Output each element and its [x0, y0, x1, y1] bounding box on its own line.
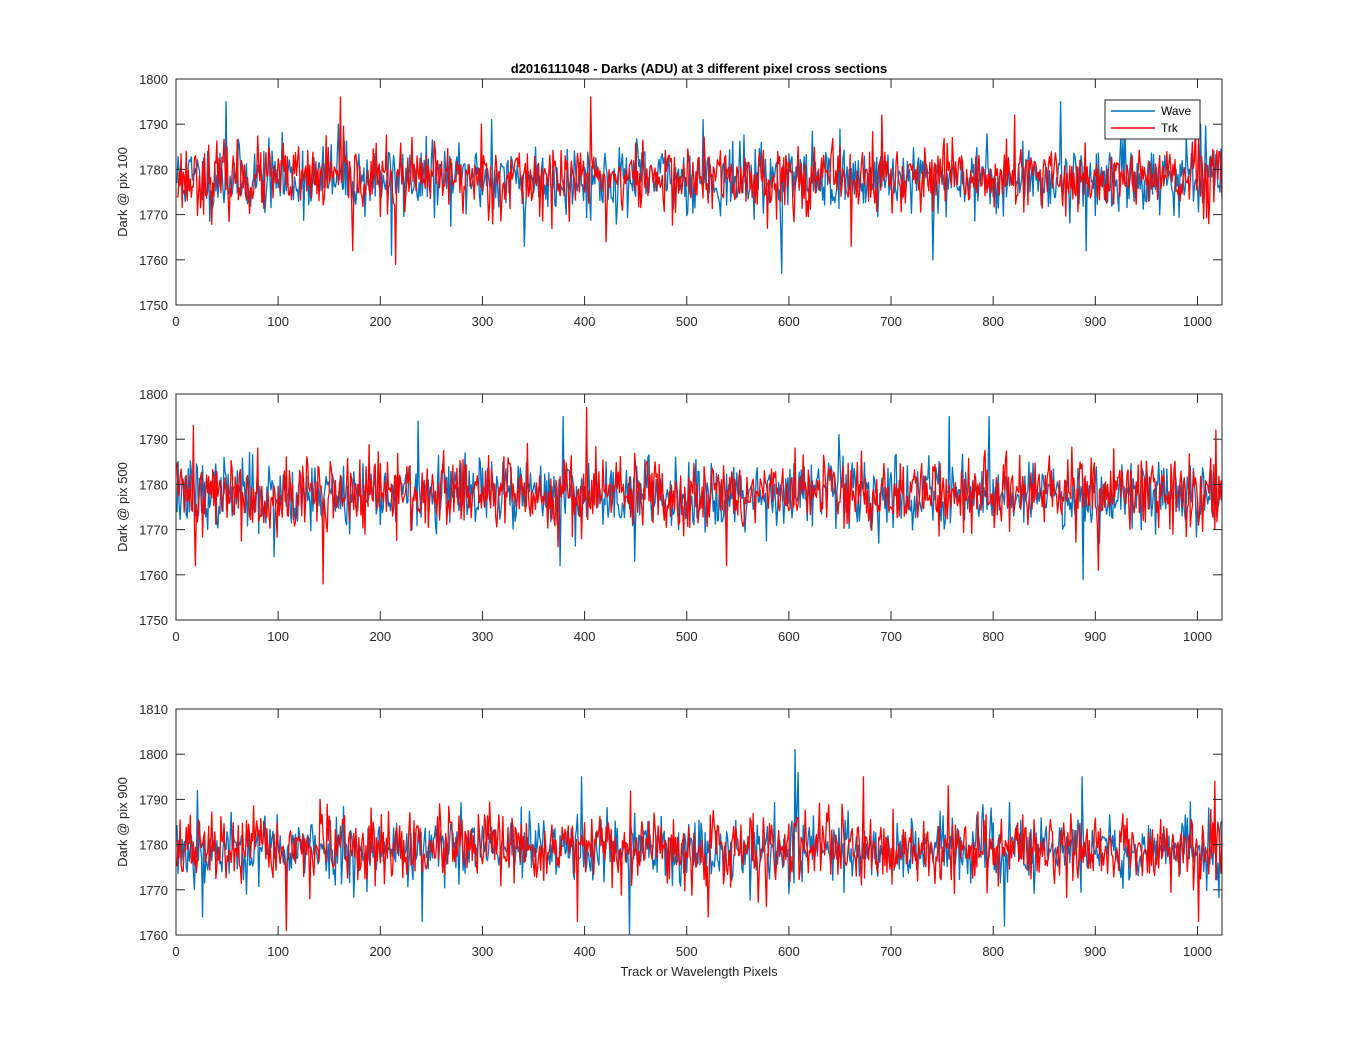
- series-line-wave: [176, 415, 1222, 580]
- y-tick-label: 1800: [139, 72, 168, 87]
- x-tick-label: 800: [982, 944, 1004, 959]
- axes-box: [175, 708, 1223, 936]
- x-tick-label: 500: [676, 944, 698, 959]
- legend: Wave Trk: [1104, 99, 1201, 140]
- x-tick-label: 100: [267, 629, 289, 644]
- x-tick-label: 500: [676, 314, 698, 329]
- x-tick-label: 300: [472, 629, 494, 644]
- y-tick-label: 1750: [139, 613, 168, 628]
- x-tick-label: 0: [172, 314, 179, 329]
- y-tick-label: 1760: [139, 253, 168, 268]
- x-tick-label: 100: [267, 944, 289, 959]
- y-tick-label: 1750: [139, 298, 168, 313]
- x-tick-label: 600: [778, 314, 800, 329]
- y-tick-label: 1810: [139, 702, 168, 717]
- x-tick-label: 700: [880, 629, 902, 644]
- x-axis-label: Track or Wavelength Pixels: [620, 964, 778, 979]
- x-tick-label: 400: [574, 944, 596, 959]
- x-tick-label: 200: [369, 629, 391, 644]
- chart-panel-pix-500: Dark @ pix 500 0 100 200 300 400 500 600 700 800…: [115, 387, 1223, 644]
- plot-area: [176, 96, 1222, 275]
- y-axis-label-pix-500: Dark @ pix 500: [115, 462, 130, 552]
- y-tick-label: 1780: [139, 162, 168, 177]
- y-axis-label-pix-100: Dark @ pix 100: [115, 147, 130, 237]
- x-tick-label: 400: [574, 314, 596, 329]
- x-tick-label: 300: [472, 314, 494, 329]
- y-tick-label: 1790: [139, 117, 168, 132]
- x-tick-label: 400: [574, 629, 596, 644]
- y-tick-label: 1800: [139, 387, 168, 402]
- x-tick-label: 100: [267, 314, 289, 329]
- x-tick-label: 0: [172, 629, 179, 644]
- x-tick-label: 600: [778, 944, 800, 959]
- x-tick-label: 1000: [1183, 629, 1212, 644]
- x-tick-label: 800: [982, 629, 1004, 644]
- x-tick-label: 800: [982, 314, 1004, 329]
- series-line-trk: [176, 96, 1222, 265]
- chart-panel-pix-100: Dark @ pix 100 0 100 200 300 400 500 600 700 800…: [115, 72, 1223, 329]
- y-tick-label: 1770: [139, 208, 168, 223]
- y-tick-label: 1800: [139, 747, 168, 762]
- x-tick-label: 900: [1084, 629, 1106, 644]
- y-tick-label: 1780: [139, 477, 168, 492]
- axes-box: [175, 78, 1223, 306]
- axes-box: [175, 393, 1223, 621]
- x-tick-label: 900: [1084, 314, 1106, 329]
- x-tick-label: 1000: [1183, 944, 1212, 959]
- y-tick-label: 1770: [139, 523, 168, 538]
- series-line-trk: [176, 776, 1222, 932]
- x-tick-label: 700: [880, 944, 902, 959]
- legend-label-wave: Wave: [1161, 104, 1192, 118]
- y-tick-label: 1770: [139, 883, 168, 898]
- y-tick-label: 1790: [139, 792, 168, 807]
- y-tick-label: 1780: [139, 838, 168, 853]
- legend-label-trk: Trk: [1161, 121, 1179, 135]
- x-tick-label: 200: [369, 314, 391, 329]
- x-tick-label: 700: [880, 314, 902, 329]
- x-tick-label: 200: [369, 944, 391, 959]
- y-tick-label: 1790: [139, 432, 168, 447]
- x-tick-label: 300: [472, 944, 494, 959]
- x-tick-label: 500: [676, 629, 698, 644]
- series-line-trk: [176, 406, 1222, 585]
- y-tick-label: 1760: [139, 568, 168, 583]
- legend-box: [1104, 99, 1201, 140]
- y-tick-label: 1760: [139, 928, 168, 943]
- plot-area: [176, 406, 1222, 585]
- chart-panel-pix-900: Dark @ pix 900 0 100 200 300 400 500 600 700 800…: [115, 702, 1223, 959]
- x-tick-label: 0: [172, 944, 179, 959]
- x-tick-label: 1000: [1183, 314, 1212, 329]
- figure-title: d2016111048 - Darks (ADU) at 3 different…: [511, 61, 887, 76]
- y-axis-label-pix-900: Dark @ pix 900: [115, 777, 130, 867]
- x-tick-label: 900: [1084, 944, 1106, 959]
- plot-area: [176, 749, 1222, 935]
- x-tick-label: 600: [778, 629, 800, 644]
